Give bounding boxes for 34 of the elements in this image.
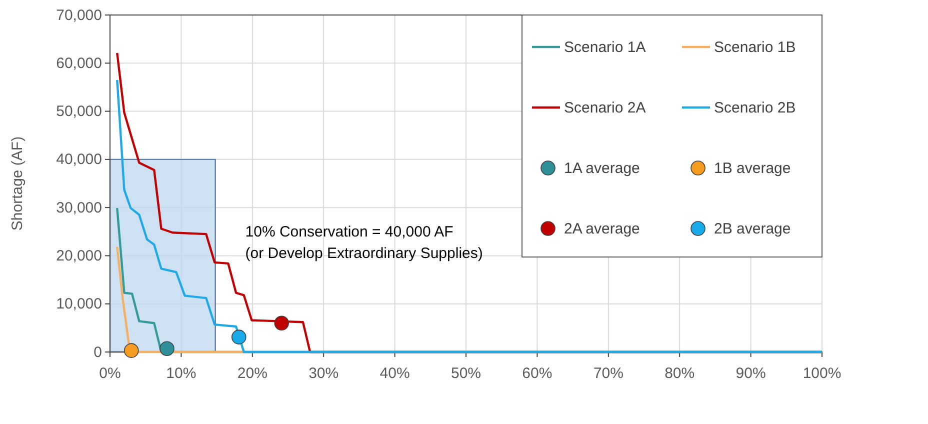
legend-label: Scenario 1B xyxy=(714,39,796,56)
x-tick-label: 100% xyxy=(802,365,842,382)
legend-label: 1A average xyxy=(564,160,640,177)
legend-label: 1B average xyxy=(714,160,791,177)
legend-label: Scenario 2B xyxy=(714,100,796,116)
y-tick-label: 50,000 xyxy=(56,103,102,120)
annotation: 10% Conservation = 40,000 AF xyxy=(245,223,454,240)
legend-label: Scenario 2A xyxy=(564,100,646,116)
x-tick-label: 10% xyxy=(166,365,196,382)
x-tick-label: 60% xyxy=(522,365,552,382)
annotation: (or Develop Extraordinary Supplies) xyxy=(245,245,483,262)
point xyxy=(160,341,174,356)
x-tick-label: 50% xyxy=(450,365,482,382)
x-tick-label: 30% xyxy=(308,365,339,382)
point xyxy=(231,330,246,344)
x-tick-label: 90% xyxy=(736,365,766,382)
legend-label: 2A average xyxy=(564,220,640,238)
legend-label: Scenario 1A xyxy=(564,39,646,56)
x-tick-label: 0% xyxy=(99,365,121,382)
x-tick-label: 20% xyxy=(237,365,268,382)
legend-label: 2B average xyxy=(714,220,791,238)
y-tick-label: 70,000 xyxy=(56,6,102,24)
x-tick-label: 70% xyxy=(593,365,624,382)
y-tick-label: 20,000 xyxy=(56,248,102,265)
x-tick-label: 80% xyxy=(664,365,695,382)
point xyxy=(274,316,289,331)
y-tick-label: 60,000 xyxy=(56,54,102,72)
y-tick-label: 30,000 xyxy=(56,199,102,216)
y-tick-label: 40,000 xyxy=(56,151,102,168)
y-tick-label: 10,000 xyxy=(56,296,102,313)
point xyxy=(124,343,139,358)
y-axis-title: Shortage (AF) xyxy=(9,136,26,231)
y-tick-label: 0 xyxy=(94,344,102,361)
x-tick-label: 40% xyxy=(380,365,410,382)
